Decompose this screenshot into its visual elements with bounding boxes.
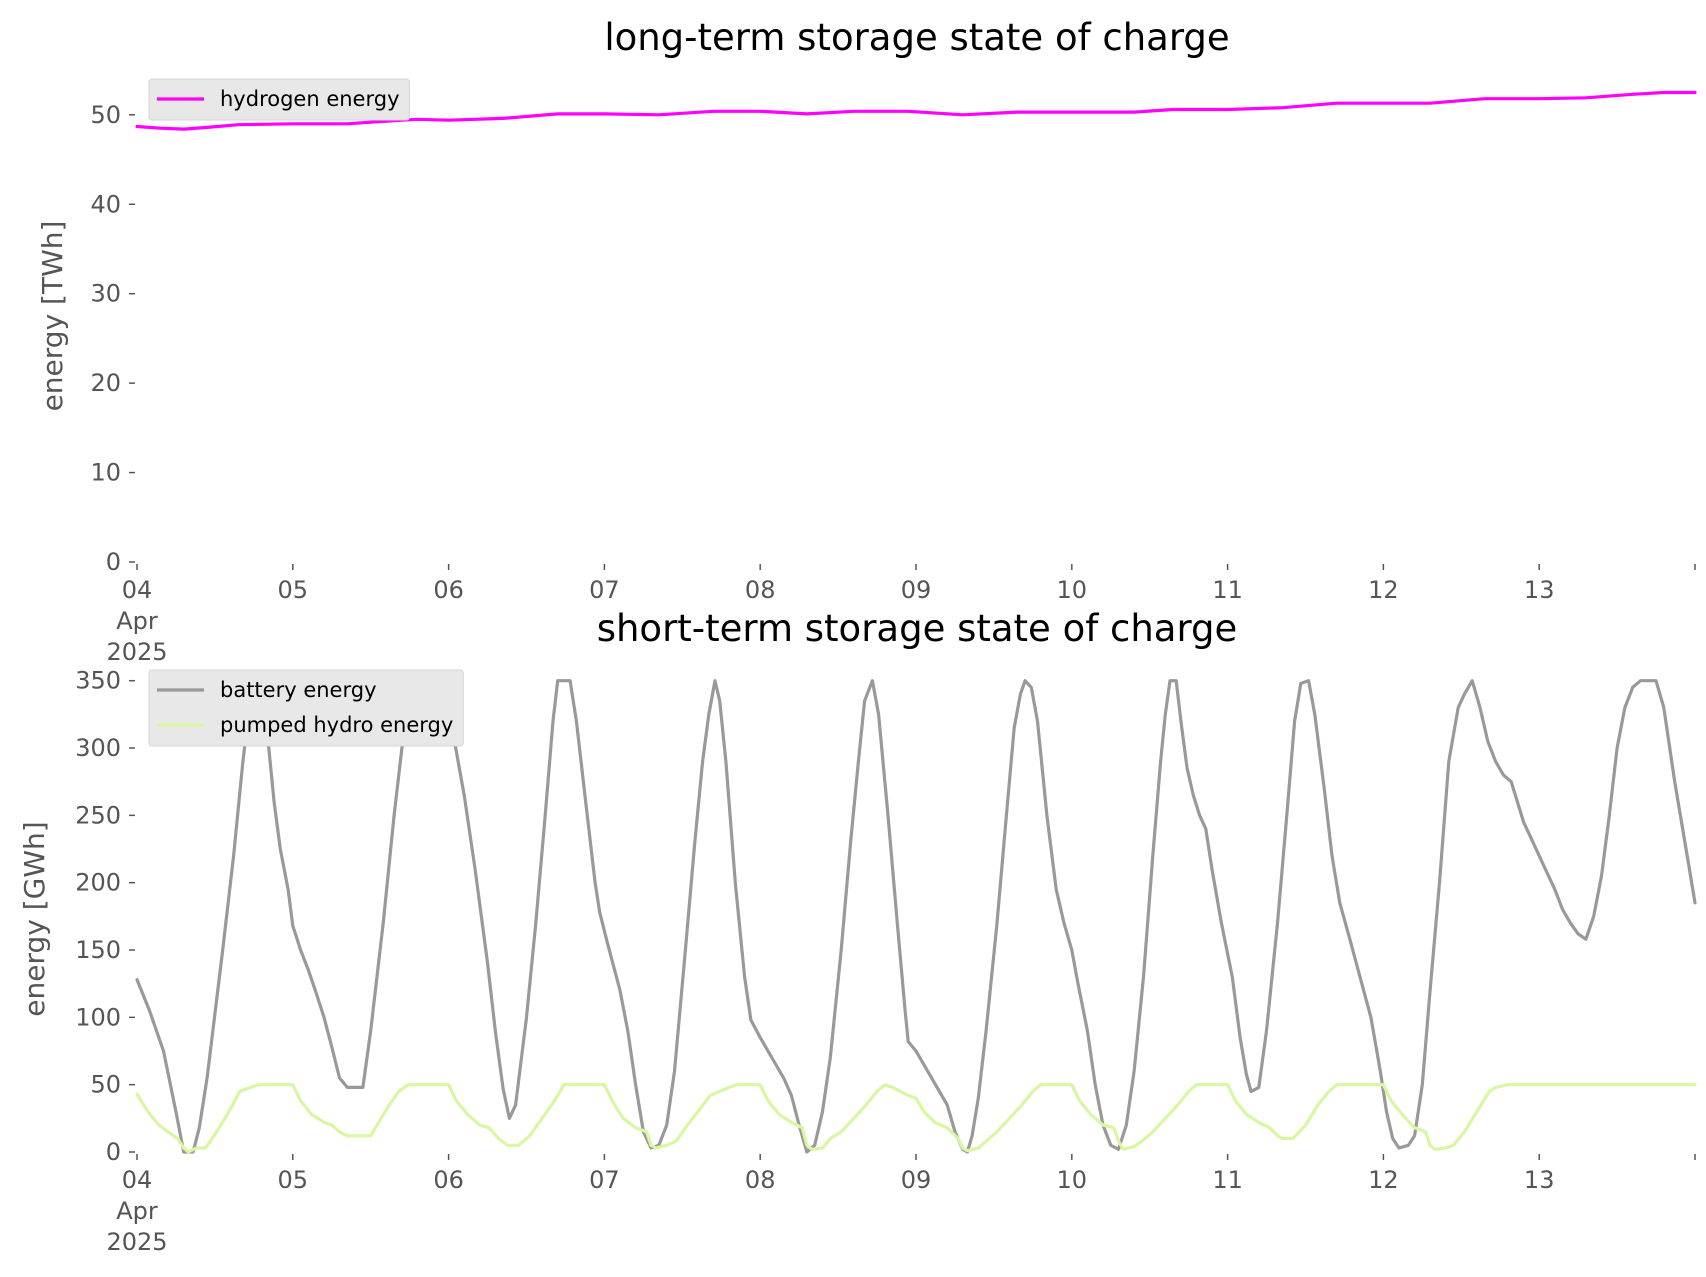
x-tick-label: 05	[278, 576, 309, 604]
x-tick-label: 09	[901, 576, 932, 604]
x-tick-label: Apr	[116, 607, 158, 635]
series-layer	[135, 90, 1697, 131]
y-tick-label: 40	[90, 190, 121, 218]
legend-label: pumped hydro energy	[220, 713, 453, 737]
x-tick-label: 10	[1057, 576, 1088, 604]
x-tick-label: 12	[1368, 576, 1399, 604]
y-tick-label: 0	[106, 548, 121, 576]
y-tick-label: 300	[75, 734, 121, 762]
legend: battery energy pumped hydro energy	[148, 669, 464, 747]
chart-title: long-term storage state of charge	[604, 16, 1229, 59]
x-tick-label: 06	[433, 576, 464, 604]
series-line	[135, 679, 1697, 1154]
x-tick-label: 13	[1524, 576, 1555, 604]
x-tick-label: 08	[745, 1166, 776, 1194]
x-tick-label: Apr	[116, 1197, 158, 1225]
legend-label: hydrogen energy	[220, 87, 400, 111]
y-tick-label: 250	[75, 801, 121, 829]
x-tick-label: 07	[589, 1166, 620, 1194]
x-tick-label: 12	[1368, 1166, 1399, 1194]
x-tick-label: 04	[122, 1166, 153, 1194]
y-tick-label: 50	[90, 101, 121, 129]
series-layer	[135, 679, 1697, 1154]
tick-layer: 0 10 20 30 40 50 04 Apr 2025 05 06 07 08 09 10 11 12 13	[90, 101, 1696, 666]
legend-box	[148, 78, 410, 121]
x-tick-label: 08	[745, 576, 776, 604]
y-axis-label: energy [TWh]	[36, 221, 69, 412]
chart-title: short-term storage state of charge	[597, 607, 1238, 650]
legend: hydrogen energy	[148, 78, 410, 121]
x-tick-label: 11	[1212, 576, 1243, 604]
x-tick-label: 05	[278, 1166, 309, 1194]
y-tick-label: 150	[75, 936, 121, 964]
x-tick-label: 10	[1057, 1166, 1088, 1194]
y-tick-label: 100	[75, 1003, 121, 1031]
x-tick-label: 07	[589, 576, 620, 604]
y-tick-label: 30	[90, 280, 121, 308]
series-line	[135, 90, 1697, 131]
x-tick-label: 2025	[106, 638, 167, 666]
tick-layer: 0 50 100 150 200 250 300 350 04 Apr 2025 05 06 07 08 09…	[75, 667, 1696, 1256]
x-tick-label: 04	[122, 576, 153, 604]
x-tick-label: 2025	[106, 1228, 167, 1256]
x-tick-label: 13	[1524, 1166, 1555, 1194]
legend-label: battery energy	[220, 678, 377, 702]
short-term-panel: short-term storage state of charge energ…	[18, 607, 1697, 1256]
y-tick-label: 10	[90, 459, 121, 487]
y-tick-label: 0	[106, 1138, 121, 1166]
long-term-panel: long-term storage state of charge energy…	[36, 16, 1697, 666]
legend-box	[148, 669, 464, 747]
series-line	[135, 1083, 1697, 1154]
x-tick-label: 06	[433, 1166, 464, 1194]
y-axis-label: energy [GWh]	[18, 821, 51, 1016]
y-tick-label: 20	[90, 369, 121, 397]
y-tick-label: 50	[90, 1071, 121, 1099]
x-tick-label: 11	[1212, 1166, 1243, 1194]
y-tick-label: 350	[75, 667, 121, 695]
x-tick-label: 09	[901, 1166, 932, 1194]
y-tick-label: 200	[75, 869, 121, 897]
